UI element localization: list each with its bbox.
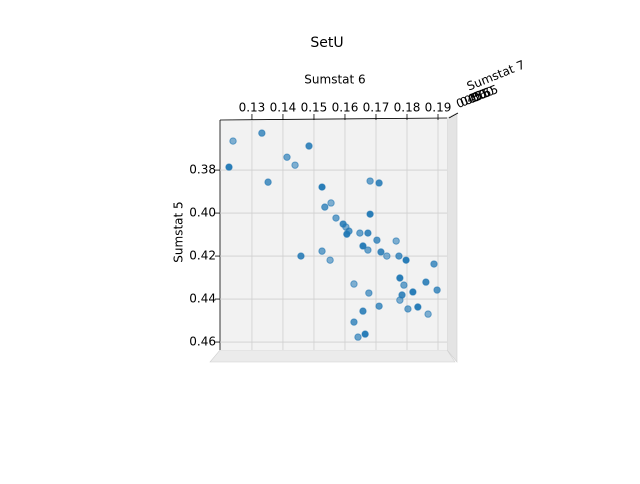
point bbox=[409, 288, 417, 296]
x-tick-label: 0.18 bbox=[394, 101, 421, 115]
floor-pane bbox=[209, 349, 456, 363]
point bbox=[364, 229, 372, 237]
y-tick-label: 0.40 bbox=[189, 206, 216, 220]
point bbox=[264, 178, 272, 186]
point bbox=[375, 302, 383, 310]
point bbox=[356, 229, 364, 237]
point bbox=[359, 307, 367, 315]
point bbox=[422, 278, 430, 286]
point bbox=[225, 163, 233, 171]
point bbox=[327, 199, 335, 207]
side-pane bbox=[446, 112, 458, 363]
x-tick-label: 0.16 bbox=[332, 101, 359, 115]
point bbox=[366, 177, 374, 185]
point bbox=[424, 310, 432, 318]
point bbox=[229, 137, 237, 145]
x-axis-line bbox=[219, 117, 448, 121]
point bbox=[354, 333, 362, 341]
point bbox=[364, 246, 372, 254]
point bbox=[350, 318, 358, 326]
point bbox=[383, 252, 391, 260]
back-pane bbox=[220, 118, 447, 350]
point bbox=[377, 248, 385, 256]
y-tick-label: 0.38 bbox=[189, 163, 216, 177]
point bbox=[343, 230, 351, 238]
point bbox=[318, 247, 326, 255]
x-tick-label: 0.13 bbox=[239, 101, 266, 115]
point bbox=[305, 142, 313, 150]
point bbox=[291, 161, 299, 169]
point bbox=[400, 281, 408, 289]
y-tick-label: 0.44 bbox=[189, 292, 216, 306]
y-axis-label: Sumstat 5 bbox=[172, 201, 186, 262]
point bbox=[404, 305, 412, 313]
point bbox=[414, 303, 422, 311]
point bbox=[297, 252, 305, 260]
point bbox=[350, 280, 358, 288]
x-tick-label: 0.19 bbox=[425, 101, 452, 115]
point bbox=[365, 289, 373, 297]
point bbox=[326, 256, 334, 264]
x-tick-label: 0.15 bbox=[301, 101, 328, 115]
point bbox=[283, 153, 291, 161]
point bbox=[402, 256, 410, 264]
point bbox=[321, 203, 329, 211]
point bbox=[433, 286, 441, 294]
point bbox=[395, 252, 403, 260]
point bbox=[366, 210, 374, 218]
y-tick-label: 0.46 bbox=[189, 335, 216, 349]
point bbox=[392, 237, 400, 245]
point bbox=[430, 260, 438, 268]
point bbox=[258, 129, 266, 137]
z-axis-line bbox=[448, 112, 459, 119]
point bbox=[359, 242, 367, 250]
x-tick-label: 0.17 bbox=[363, 101, 390, 115]
chart-title: SetU bbox=[310, 35, 343, 51]
point bbox=[318, 183, 326, 191]
x-tick-label: 0.14 bbox=[270, 101, 297, 115]
point bbox=[361, 330, 369, 338]
point bbox=[396, 296, 404, 304]
point bbox=[373, 236, 381, 244]
point bbox=[375, 179, 383, 187]
point bbox=[332, 214, 340, 222]
point bbox=[396, 274, 404, 282]
x-axis-label: Sumstat 6 bbox=[304, 73, 365, 87]
y-tick-label: 0.42 bbox=[189, 249, 216, 263]
